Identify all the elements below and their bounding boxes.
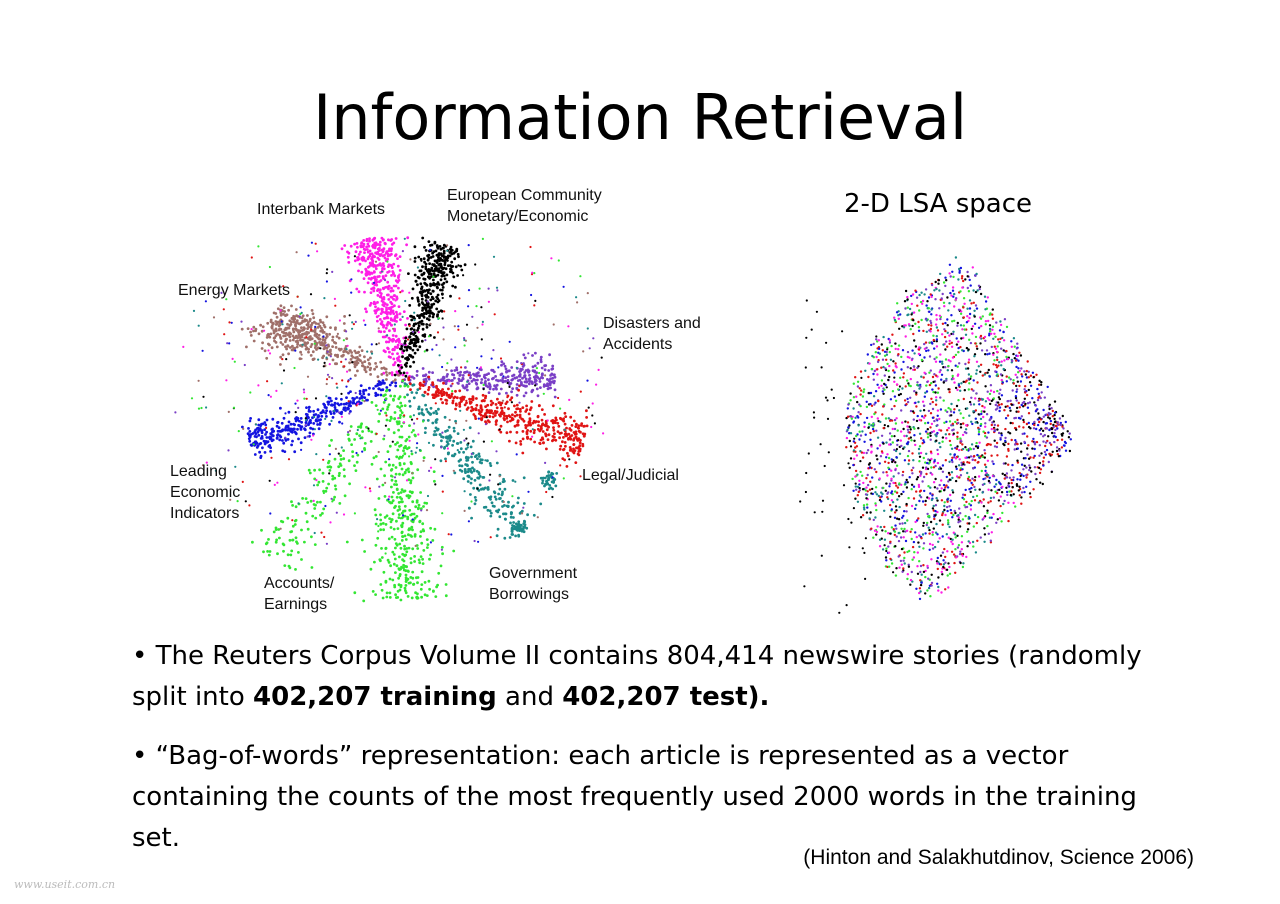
label-government: Government [489, 565, 578, 582]
label-monetary-economic: Monetary/Economic [447, 208, 588, 225]
bullet-bag-of-words: • “Bag-of-words” representation: each ar… [132, 741, 1137, 853]
label-leading: Leading [170, 463, 227, 480]
label-indicators: Indicators [170, 505, 239, 522]
label-borrowings: Borrowings [489, 586, 569, 603]
label-legal-judicial: Legal/Judicial [582, 467, 679, 484]
bullet-reuters-corpus: • The Reuters Corpus Volume II contains … [132, 636, 1192, 718]
left-scatter-plot [174, 236, 605, 603]
label-energy-markets: Energy Markets [178, 282, 290, 299]
label-disasters: Disasters and [603, 315, 701, 332]
label-earnings: Earnings [264, 596, 327, 613]
watermark: www.useit.com.cn [14, 878, 116, 891]
label-accounts: Accounts/ [264, 575, 335, 592]
bullet-1-test-count: 402,207 test). [562, 682, 770, 712]
label-economic: Economic [170, 484, 240, 501]
label-interbank-markets: Interbank Markets [257, 201, 385, 218]
bullet-1-text: • The Reuters Corpus Volume II contains … [132, 641, 1142, 712]
bullet-1-training-count: 402,207 training [253, 682, 497, 712]
label-accidents: Accidents [603, 336, 672, 353]
right-scatter-plot [799, 256, 1073, 614]
slide-title: Information Retrieval [312, 81, 968, 154]
bullet-1-and: and [496, 682, 563, 712]
label-european-community: European Community [447, 187, 602, 204]
label-2d-lsa-space: 2-D LSA space [844, 189, 1032, 219]
citation: (Hinton and Salakhutdinov, Science 2006) [803, 846, 1194, 869]
